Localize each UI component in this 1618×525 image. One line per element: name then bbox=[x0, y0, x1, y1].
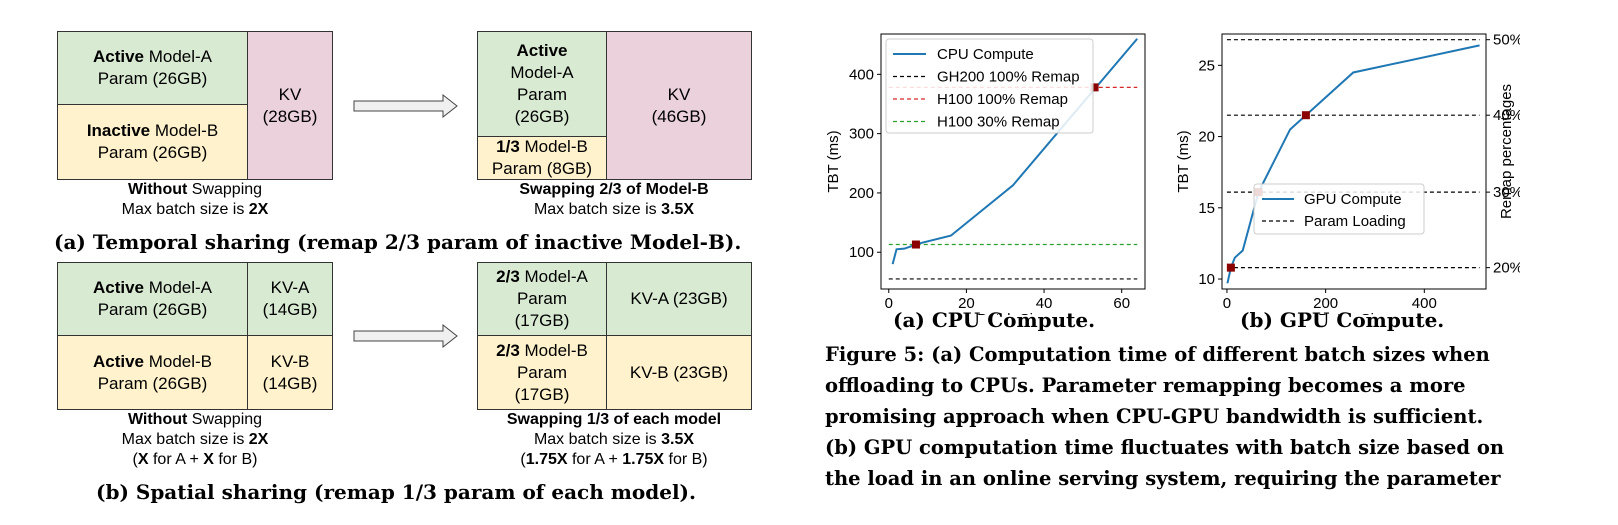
transition-arrow-icon bbox=[353, 324, 458, 348]
cpu-compute-chart: 0 20 40 60 100 200 300 400 Batch Size TBT (ms) CPU… bbox=[825, 33, 1146, 315]
y2-tick-label: 30% bbox=[1493, 184, 1520, 201]
kv-a-block: KV-A (23GB) bbox=[606, 262, 752, 336]
y-tick-label: 200 bbox=[849, 185, 874, 202]
y-tick-label: 15 bbox=[1198, 200, 1215, 217]
legend-label: Param Loading bbox=[1304, 213, 1406, 230]
legend-label: H100 100% Remap bbox=[937, 91, 1068, 108]
data-marker bbox=[1226, 263, 1235, 272]
spatial-before-caption: Without Swapping Max batch size is 2X (X… bbox=[121, 411, 269, 468]
data-marker bbox=[911, 240, 920, 249]
active-model-a-param-block: Active Model-A Param (26GB) bbox=[57, 31, 248, 105]
y-tick-label: 25 bbox=[1198, 57, 1215, 74]
x-tick-label: 0 bbox=[885, 295, 893, 312]
y-tick-label: 100 bbox=[849, 244, 874, 261]
y-axis-label: TBT (ms) bbox=[1175, 130, 1192, 192]
x-axis-label: Batch Size bbox=[1318, 311, 1390, 315]
x-tick-label: 0 bbox=[1223, 295, 1231, 312]
inactive-model-b-param-block: Inactive Model-B Param (26GB) bbox=[57, 104, 248, 180]
figure-caption-line: promising approach when CPU-GPU bandwidt… bbox=[825, 405, 1484, 428]
x-tick-label: 40 bbox=[1036, 295, 1053, 312]
legend-box bbox=[1253, 183, 1425, 235]
legend-label: H100 30% Remap bbox=[937, 114, 1060, 131]
data-marker bbox=[1301, 111, 1310, 120]
legend-box bbox=[885, 38, 1094, 134]
legend-label: CPU Compute bbox=[937, 46, 1034, 63]
legend-label: GH200 100% Remap bbox=[937, 69, 1080, 86]
plot-frame bbox=[880, 33, 1146, 290]
gpu-compute-chart: 0 200 400 10 15 20 25 20% 30% 40% 50% Batch Size TBT… bbox=[1175, 32, 1520, 315]
kv-cache-block: KV (46GB) bbox=[606, 31, 752, 180]
kv-a-block: KV-A (14GB) bbox=[247, 262, 333, 336]
active-model-a-param-block: Active Model-A Param (26GB) bbox=[477, 31, 607, 137]
kv-cache-block: KV (28GB) bbox=[247, 31, 333, 180]
spatial-after-caption: Swapping 1/3 of each model Max batch siz… bbox=[506, 411, 722, 468]
figure-caption-line: (b) GPU computation time fluctuates with… bbox=[825, 436, 1505, 459]
y-tick-label: 20 bbox=[1198, 129, 1215, 146]
y-tick-label: 10 bbox=[1198, 271, 1215, 288]
x-tick-label: 20 bbox=[958, 295, 975, 312]
x-tick-label: 200 bbox=[1313, 295, 1338, 312]
temporal-sharing-caption: (a) Temporal sharing (remap 2/3 param of… bbox=[54, 230, 742, 254]
model-a-two-thirds-param-block: 2/3 Model-A Param (17GB) bbox=[477, 262, 607, 336]
kv-b-block: KV-B (14GB) bbox=[247, 335, 333, 410]
chart-b-caption: (b) GPU Compute. bbox=[1240, 308, 1445, 332]
y2-tick-label: 40% bbox=[1493, 107, 1520, 124]
temporal-after-caption: Swapping 2/3 of Model-B Max batch size i… bbox=[519, 181, 709, 218]
active-model-b-param-block: Active Model-B Param (26GB) bbox=[57, 335, 248, 410]
temporal-before-caption: Without Swapping Max batch size is 2X bbox=[121, 181, 269, 218]
x-axis-label: Batch Size bbox=[977, 311, 1049, 315]
y2-axis-label: Remap percentages bbox=[1498, 84, 1515, 219]
y2-tick-label: 20% bbox=[1493, 260, 1520, 277]
data-marker bbox=[1090, 83, 1099, 92]
y2-tick-label: 50% bbox=[1493, 32, 1520, 49]
x-tick-label: 60 bbox=[1113, 295, 1130, 312]
figure-caption-line: the load in an online serving system, re… bbox=[825, 467, 1501, 490]
plot-frame bbox=[1221, 33, 1487, 290]
figure-caption-line: Figure 5: (a) Computation time of differ… bbox=[825, 343, 1490, 366]
y-tick-label: 400 bbox=[849, 66, 874, 83]
chart-a-caption: (a) CPU Compute. bbox=[893, 308, 1096, 332]
figure-caption-line: offloading to CPUs. Parameter remapping … bbox=[825, 374, 1466, 397]
series-line bbox=[1226, 44, 1480, 284]
legend-label: GPU Compute bbox=[1304, 191, 1402, 208]
kv-b-block: KV-B (23GB) bbox=[606, 335, 752, 410]
spatial-sharing-caption: (b) Spatial sharing (remap 1/3 param of … bbox=[96, 480, 696, 504]
model-b-third-param-block: 1/3 Model-B Param (8GB) bbox=[477, 136, 607, 180]
model-b-two-thirds-param-block: 2/3 Model-B Param (17GB) bbox=[477, 335, 607, 410]
y-tick-label: 300 bbox=[849, 126, 874, 143]
y-axis-label: TBT (ms) bbox=[825, 130, 842, 192]
transition-arrow-icon bbox=[353, 94, 458, 118]
active-model-a-param-block: Active Model-A Param (26GB) bbox=[57, 262, 248, 336]
x-tick-label: 400 bbox=[1412, 295, 1437, 312]
